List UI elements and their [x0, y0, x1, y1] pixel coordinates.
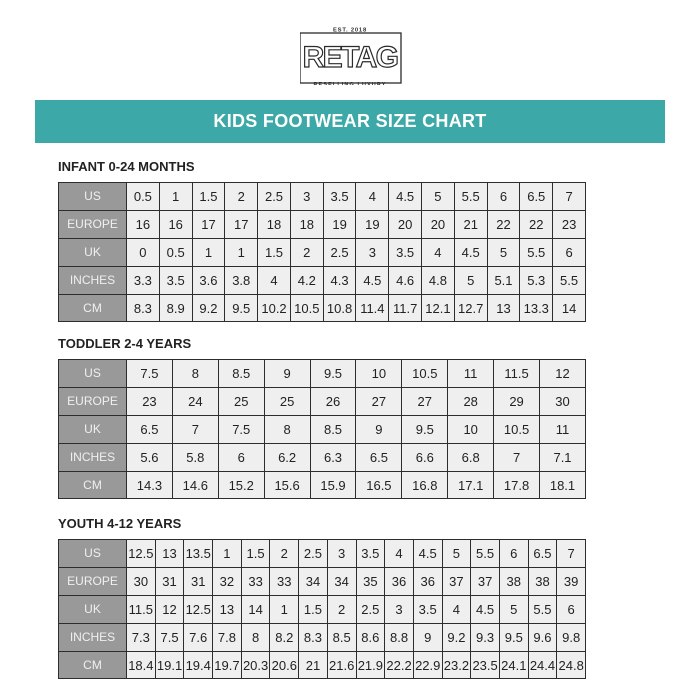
svg-text:RESELLING LUXURY: RESELLING LUXURY: [313, 82, 386, 85]
svg-text:RETAG: RETAG: [303, 41, 398, 74]
svg-text:EST. 2018: EST. 2018: [333, 27, 367, 33]
